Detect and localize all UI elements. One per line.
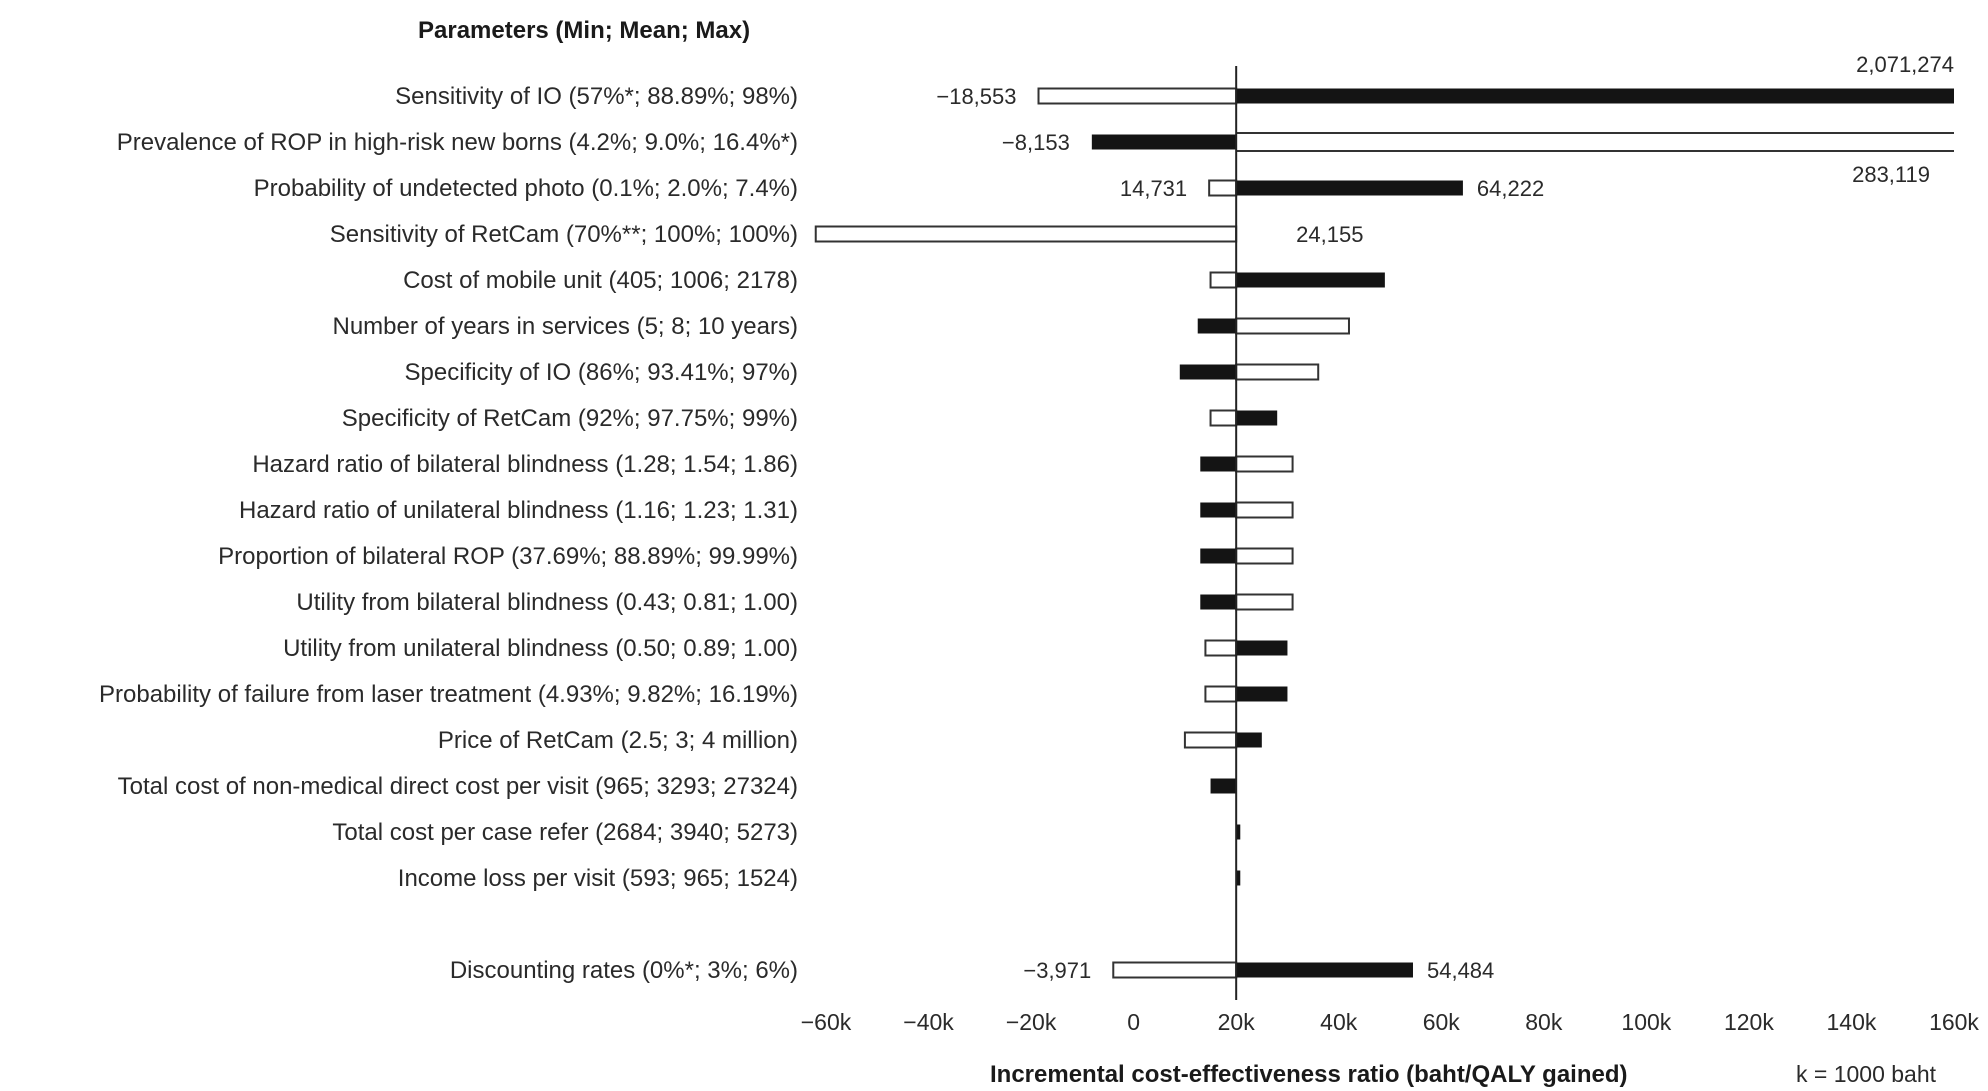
tick-label: −60k <box>801 1009 852 1035</box>
filled-bar <box>1200 548 1237 564</box>
tick-label: 60k <box>1423 1009 1461 1035</box>
parameter-label: Probability of undetected photo (0.1%; 2… <box>254 175 798 202</box>
parameter-label: Utility from bilateral blindness (0.43; … <box>296 589 798 616</box>
open-bar <box>1183 731 1238 749</box>
parameter-label: Specificity of RetCam (92%; 97.75%; 99%) <box>342 405 798 432</box>
filled-bar <box>1210 778 1237 794</box>
bar-row: Cost of mobile unit (405; 1006; 2178) <box>403 267 1385 294</box>
filled-value-label: 2,071,274 <box>1856 52 1954 77</box>
bar-row: Total cost per case refer (2684; 3940; 5… <box>332 819 1241 846</box>
filled-bar <box>1236 870 1241 886</box>
bar-row: Hazard ratio of unilateral blindness (1.… <box>239 497 1294 524</box>
filled-bar <box>1236 410 1278 426</box>
filled-bar <box>1236 180 1463 196</box>
open-value-label: −3,971 <box>1023 958 1091 983</box>
parameter-label: Hazard ratio of unilateral blindness (1.… <box>239 497 798 524</box>
chart-rows: Sensitivity of IO (57%*; 88.89%; 98%) −18… <box>99 52 1954 984</box>
open-value-label: 14,731 <box>1120 176 1187 201</box>
x-axis: −60k −40k −20k 0 20k 40k 60k 80k 100k 120k 140k 160… <box>801 66 1979 1035</box>
open-value-label: 283,119 <box>1852 162 1930 187</box>
bar-row: Probability of failure from laser treatm… <box>99 681 1288 708</box>
parameter-label: Total cost of non-medical direct cost pe… <box>118 773 798 800</box>
tick-label: 120k <box>1724 1009 1774 1035</box>
tick-label: 160k <box>1929 1009 1979 1035</box>
open-bar <box>1204 685 1238 703</box>
bar-row: Number of years in services (5; 8; 10 ye… <box>332 313 1350 340</box>
parameter-label: Discounting rates (0%*; 3%; 6%) <box>450 957 798 984</box>
filled-bar <box>1179 364 1237 380</box>
filled-value-label: 54,484 <box>1427 958 1494 983</box>
parameter-label: Probability of failure from laser treatm… <box>99 681 798 708</box>
x-axis-label: Incremental cost-effectiveness ratio (ba… <box>990 1061 1628 1088</box>
open-bar <box>1235 547 1294 565</box>
tick-label: 0 <box>1127 1009 1140 1035</box>
open-bar <box>1209 271 1238 289</box>
parameter-label: Income loss per visit (593; 965; 1524) <box>398 865 798 892</box>
bar-row: Total cost of non-medical direct cost pe… <box>118 773 1237 800</box>
filled-value-label: 64,222 <box>1477 176 1544 201</box>
open-value-label: −18,553 <box>936 84 1016 109</box>
parameter-label: Proportion of bilateral ROP (37.69%; 88.… <box>218 543 798 570</box>
parameter-label: Cost of mobile unit (405; 1006; 2178) <box>403 267 798 294</box>
bar-row: Probability of undetected photo (0.1%; 2… <box>254 175 1545 202</box>
bar-row: Discounting rates (0%*; 3%; 6%) −3,971 54,… <box>450 957 1494 984</box>
parameter-label: Sensitivity of IO (57%*; 88.89%; 98%) <box>395 83 798 110</box>
open-bar <box>1204 639 1238 657</box>
bar-row: Utility from bilateral blindness (0.43; … <box>296 589 1294 616</box>
open-bar <box>1208 179 1238 197</box>
parameter-label: Price of RetCam (2.5; 3; 4 million) <box>438 727 798 754</box>
filled-bar <box>1197 318 1237 334</box>
filled-value-label: −8,153 <box>1002 130 1070 155</box>
filled-bar <box>1200 456 1237 472</box>
parameter-label: Number of years in services (5; 8; 10 ye… <box>332 313 798 340</box>
bar-row: Price of RetCam (2.5; 3; 4 million) <box>438 727 1262 754</box>
filled-bar <box>1200 594 1237 610</box>
bar-row: Utility from unilateral blindness (0.50;… <box>283 635 1288 662</box>
chart-title: Parameters (Min; Mean; Max) <box>418 17 750 44</box>
bar-row: Prevalence of ROP in high-risk new borns… <box>117 129 1954 187</box>
parameter-label: Total cost per case refer (2684; 3940; 5… <box>332 819 798 846</box>
filled-bar <box>1200 502 1237 518</box>
bar-row: Specificity of RetCam (92%; 97.75%; 99%) <box>342 405 1278 432</box>
parameter-label: Prevalence of ROP in high-risk new borns… <box>117 129 798 156</box>
parameter-label: Specificity of IO (86%; 93.41%; 97%) <box>404 359 798 386</box>
parameter-label: Sensitivity of RetCam (70%**; 100%; 100%… <box>330 221 798 248</box>
filled-bar <box>1236 640 1288 656</box>
open-bar <box>814 225 1238 243</box>
bar-row: Proportion of bilateral ROP (37.69%; 88.… <box>218 543 1294 570</box>
parameter-label: Utility from unilateral blindness (0.50;… <box>283 635 798 662</box>
open-bar <box>1235 501 1294 519</box>
tick-label: −20k <box>1006 1009 1057 1035</box>
open-bar <box>1235 317 1350 335</box>
tick-label: −40k <box>903 1009 954 1035</box>
open-bar <box>1209 409 1238 427</box>
open-bar <box>1112 961 1238 979</box>
unit-note: k = 1000 baht <box>1796 1061 1937 1087</box>
bar-row: Specificity of IO (86%; 93.41%; 97%) <box>404 359 1320 386</box>
bar-row: Hazard ratio of bilateral blindness (1.2… <box>252 451 1294 478</box>
bar-row: Income loss per visit (593; 965; 1524) <box>398 865 1241 892</box>
filled-bar <box>1091 134 1237 150</box>
tick-label: 40k <box>1320 1009 1358 1035</box>
filled-bar <box>1236 962 1413 978</box>
filled-bar <box>1236 272 1385 288</box>
filled-value-label: 24,155 <box>1296 222 1363 247</box>
tick-label: 80k <box>1525 1009 1563 1035</box>
filled-bar <box>1236 686 1288 702</box>
tick-label: 100k <box>1621 1009 1671 1035</box>
open-bar <box>1235 593 1294 611</box>
parameter-label: Hazard ratio of bilateral blindness (1.2… <box>252 451 798 478</box>
filled-bar <box>1236 824 1241 840</box>
bar-row: Sensitivity of RetCam (70%**; 100%; 100%… <box>330 221 1364 248</box>
open-bar <box>1235 455 1294 473</box>
tick-label: 140k <box>1827 1009 1877 1035</box>
bar-row: Sensitivity of IO (57%*; 88.89%; 98%) −18… <box>395 52 1954 110</box>
tick-label: 20k <box>1218 1009 1256 1035</box>
filled-bar <box>1236 88 1954 104</box>
filled-bar <box>1236 732 1262 748</box>
open-bar <box>1235 363 1320 381</box>
open-bar <box>1037 87 1238 105</box>
